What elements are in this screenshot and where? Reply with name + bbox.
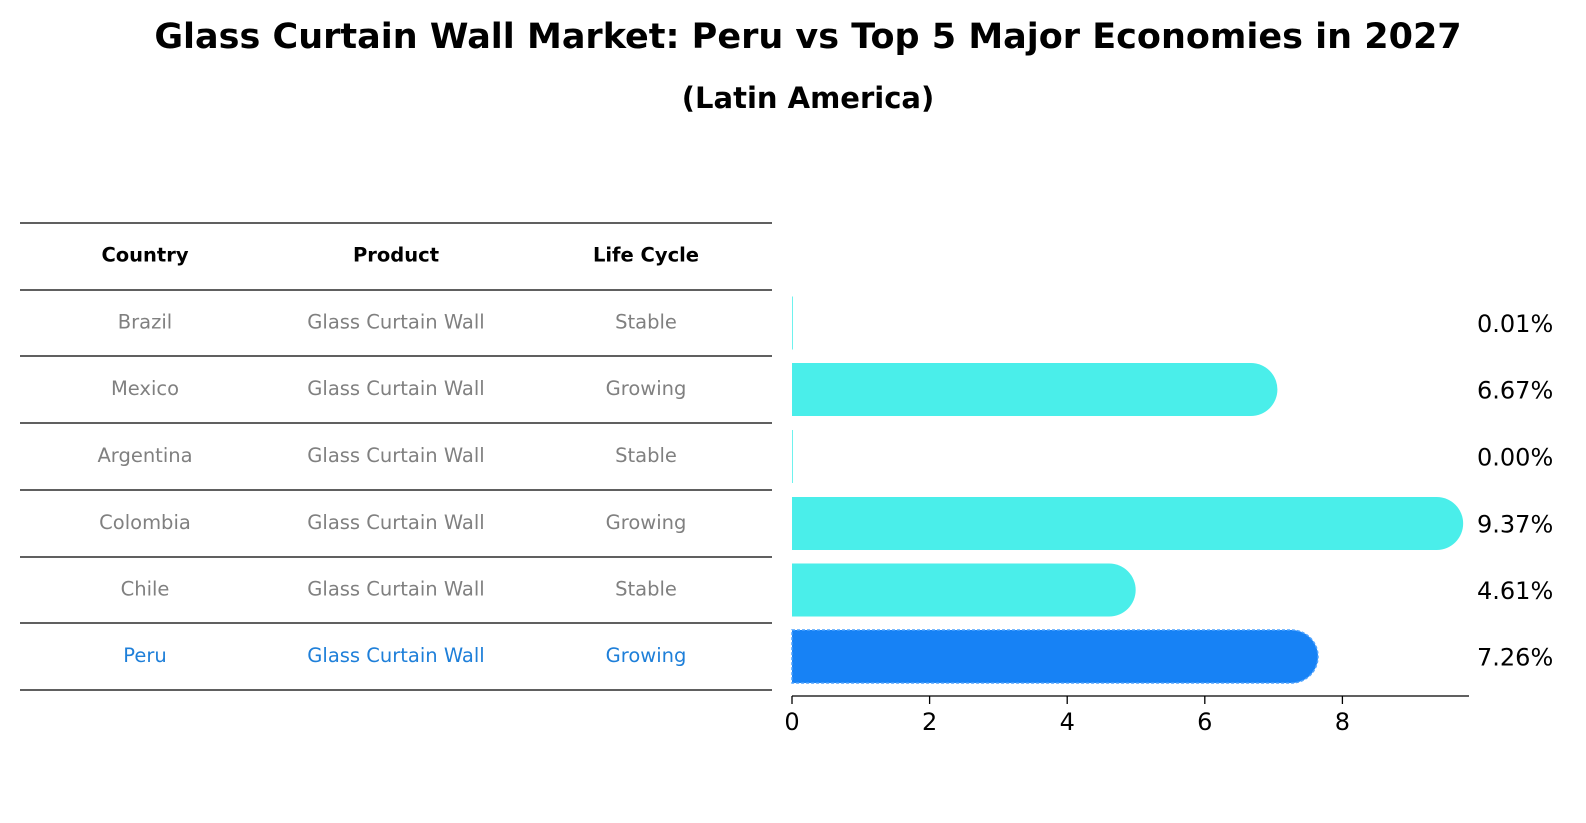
bar — [792, 497, 1464, 550]
table-cell: Glass Curtain Wall — [307, 511, 484, 534]
bar — [792, 296, 793, 350]
table-cell: Glass Curtain Wall — [307, 311, 484, 334]
table-cell: Stable — [615, 444, 677, 467]
x-tick-label: 8 — [1335, 708, 1350, 736]
x-tick-label: 4 — [1060, 708, 1075, 736]
bar-value-label: 0.00% — [1477, 444, 1553, 472]
table-cell: Mexico — [111, 377, 179, 400]
table-cell: Growing — [606, 511, 687, 534]
bar — [792, 563, 1136, 617]
table-cell-highlight: Peru — [123, 644, 166, 667]
table-cell: Glass Curtain Wall — [307, 578, 484, 601]
x-tick-label: 6 — [1197, 708, 1212, 736]
table-cell-highlight: Growing — [606, 644, 687, 667]
bar-highlight — [791, 629, 1319, 684]
table-header: Life Cycle — [593, 244, 699, 267]
x-tick-label: 2 — [922, 708, 937, 736]
bar-chart: 0.01% 6.67% 0.00% 9.37% 4.61% 7.26% 0 2 4 6 8 — [784, 296, 1553, 736]
x-tick-label: 0 — [784, 708, 799, 736]
bar-value-label: 7.26% — [1477, 644, 1553, 672]
table-cell: Stable — [615, 311, 677, 334]
table-cell: Growing — [606, 377, 687, 400]
table-cell: Glass Curtain Wall — [307, 377, 484, 400]
chart-subtitle: (Latin America) — [681, 81, 935, 115]
table-cell: Argentina — [97, 444, 192, 467]
chart-title: Glass Curtain Wall Market: Peru vs Top 5… — [154, 17, 1462, 57]
bar-value-label: 4.61% — [1477, 577, 1553, 605]
table-cell-highlight: Glass Curtain Wall — [307, 644, 484, 667]
bar-value-label: 9.37% — [1477, 511, 1553, 539]
bar — [792, 430, 793, 483]
table-header: Product — [353, 244, 439, 267]
bar — [792, 363, 1278, 416]
table-cell: Stable — [615, 578, 677, 601]
comparison-table: Country Product Life Cycle Brazil Glass Curt… — [20, 222, 772, 691]
table-cell: Glass Curtain Wall — [307, 444, 484, 467]
table-cell: Colombia — [99, 511, 191, 534]
table-cell: Chile — [121, 578, 170, 601]
table-cell: Brazil — [118, 311, 172, 334]
bar-value-label: 0.01% — [1477, 310, 1553, 338]
bar-value-label: 6.67% — [1477, 377, 1553, 405]
table-header: Country — [101, 244, 188, 267]
